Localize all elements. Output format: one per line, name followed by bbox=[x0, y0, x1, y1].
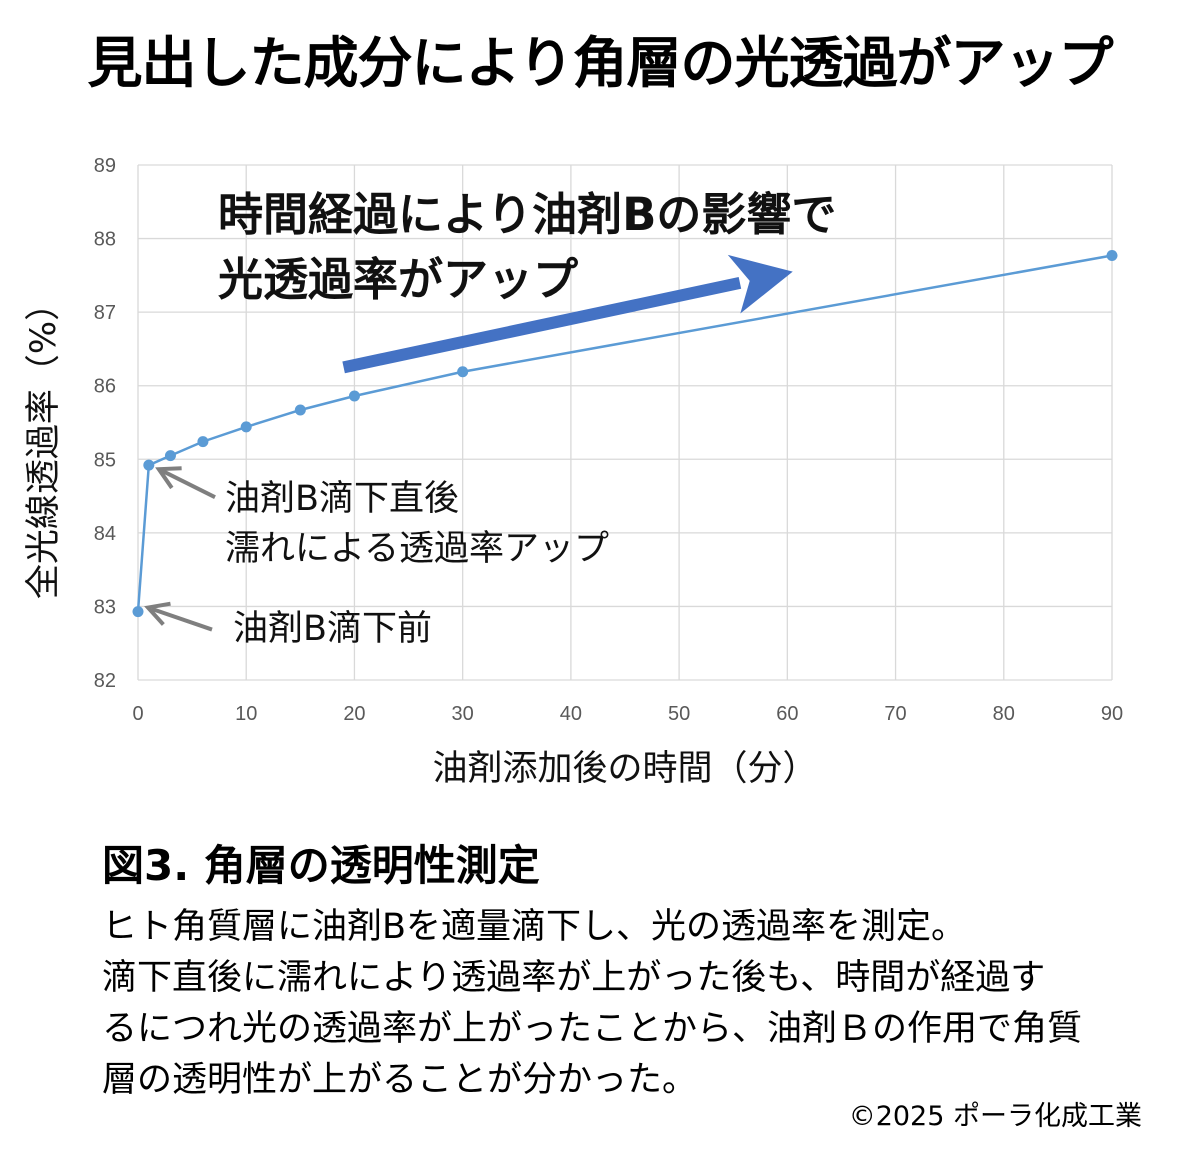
y-axis-label: 全光線透過率（%） bbox=[24, 286, 64, 599]
y-tick-label: 84 bbox=[94, 523, 116, 545]
after-drop-pointer bbox=[155, 466, 216, 499]
y-tick-label: 87 bbox=[94, 302, 116, 324]
copyright-notice: ©2025 ポーラ化成工業 bbox=[848, 1101, 1142, 1132]
x-tick-label: 0 bbox=[132, 703, 143, 725]
caption-line: 滴下直後に濡れにより透過率が上がった後も、時間が経過す bbox=[102, 958, 1046, 998]
annotation-layer: 時間経過により油剤Bの影響で光透過率がアップ油剤B滴下直後濡れによる透過率アップ… bbox=[144, 188, 836, 649]
grid-layer bbox=[137, 164, 1113, 681]
trend-annotation-line2: 光透過率がアップ bbox=[218, 253, 578, 306]
before-drop-pointer bbox=[144, 601, 213, 632]
data-point bbox=[457, 366, 469, 378]
y-tick-label: 83 bbox=[94, 596, 116, 618]
data-point bbox=[294, 404, 306, 416]
pointer-arrow-shaft bbox=[161, 469, 216, 499]
axis-layer: 0 10 20 30 40 50 60 70 80 90 82 83 84 85 86 87 88 89 油剤添加後… bbox=[24, 155, 1123, 789]
data-point bbox=[348, 390, 360, 402]
data-point bbox=[1106, 249, 1118, 261]
figure-title: 図3. 角層の透明性測定 bbox=[102, 841, 540, 890]
pointer-arrow-head bbox=[155, 466, 182, 490]
y-tick-label: 86 bbox=[94, 376, 116, 398]
data-point bbox=[240, 421, 252, 433]
trend-arrow-head bbox=[727, 254, 793, 314]
caption-line: ヒト角質層に油剤Bを適量滴下し、光の透過率を測定。 bbox=[102, 907, 967, 947]
x-tick-label: 90 bbox=[1101, 703, 1123, 725]
trend-arrow-shaft bbox=[342, 277, 742, 374]
before-drop-label: 油剤B滴下前 bbox=[233, 609, 432, 649]
data-point bbox=[164, 450, 176, 462]
series-layer bbox=[132, 249, 1118, 618]
x-tick-label: 50 bbox=[668, 703, 690, 725]
figure-caption: ヒト角質層に油剤Bを適量滴下し、光の透過率を測定。 滴下直後に濡れにより透過率が… bbox=[102, 902, 1162, 1106]
y-tick-label: 85 bbox=[94, 449, 116, 471]
pointer-arrow-head bbox=[144, 601, 171, 626]
x-tick-label: 60 bbox=[776, 703, 798, 725]
after-drop-label-line1: 油剤B滴下直後 bbox=[225, 479, 459, 519]
page-headline: 見出した成分により角層の光透過がアップ bbox=[87, 31, 1114, 95]
x-tick-label: 30 bbox=[452, 703, 474, 725]
x-tick-label: 80 bbox=[993, 703, 1015, 725]
chart: 0 10 20 30 40 50 60 70 80 90 82 83 84 85 86 87 88 89 油剤添加後… bbox=[24, 155, 1123, 789]
trend-annotation-line1: 時間経過により油剤Bの影響で bbox=[218, 188, 836, 241]
after-drop-label-line2: 濡れによる透過率アップ bbox=[225, 529, 609, 569]
x-tick-label: 20 bbox=[343, 703, 365, 725]
caption-line: 層の透明性が上がることが分かった。 bbox=[102, 1060, 698, 1100]
y-tick-label: 89 bbox=[94, 155, 116, 177]
x-tick-label: 70 bbox=[884, 703, 906, 725]
data-point bbox=[197, 436, 209, 448]
x-tick-label: 10 bbox=[235, 703, 257, 725]
data-point bbox=[143, 459, 155, 471]
x-axis-label: 油剤添加後の時間（分） bbox=[432, 749, 817, 789]
caption-line: るにつれ光の透過率が上がったことから、油剤Ｂの作用で角質 bbox=[102, 1009, 1083, 1049]
y-tick-label: 88 bbox=[94, 229, 116, 251]
x-tick-label: 40 bbox=[560, 703, 582, 725]
y-tick-label: 82 bbox=[94, 670, 116, 692]
data-point bbox=[132, 606, 144, 618]
pointer-arrow-shaft bbox=[151, 606, 213, 632]
